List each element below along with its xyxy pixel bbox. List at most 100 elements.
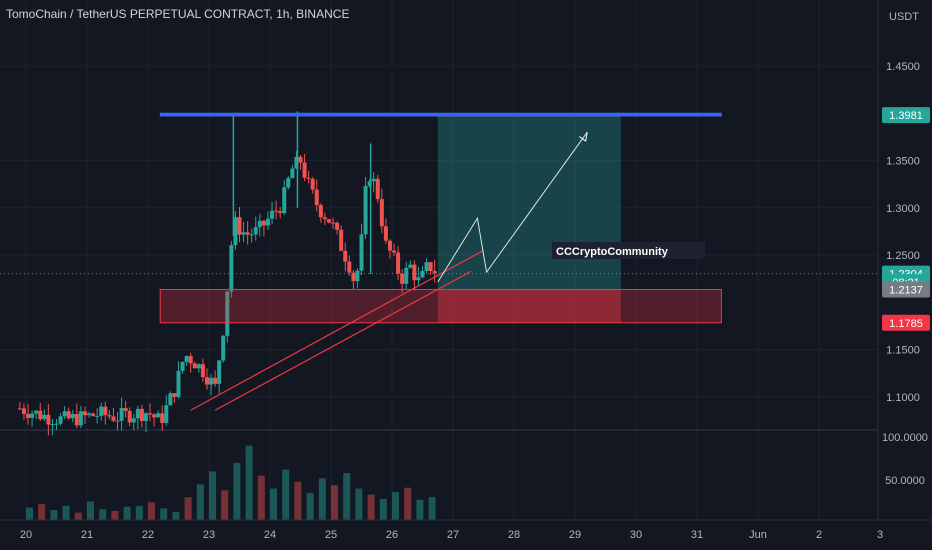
candle-body: [50, 424, 55, 426]
candle-body: [282, 187, 287, 214]
candle-body: [209, 377, 214, 385]
volume-bar: [343, 473, 351, 520]
price-label-entry: 1.2137: [889, 284, 923, 296]
candle-body: [270, 210, 275, 219]
time-axis-tick: 24: [264, 529, 276, 541]
candle-body: [261, 220, 266, 226]
candle-body: [42, 414, 47, 420]
candle-body: [26, 413, 31, 419]
candle-body: [123, 408, 128, 411]
volume-bar: [379, 498, 387, 520]
candle-body: [387, 240, 392, 251]
candle-body: [115, 420, 120, 422]
candle-body: [87, 413, 92, 416]
candle-body: [188, 356, 193, 364]
chart-title: TomoChain / TetherUS PERPETUAL CONTRACT,…: [6, 7, 350, 21]
volume-bar: [331, 485, 338, 520]
candle-body: [241, 232, 246, 235]
price-axis-unit: USDT: [889, 11, 919, 23]
candle-body: [66, 411, 71, 419]
time-axis-tick: 31: [691, 529, 703, 541]
candle-body: [253, 227, 258, 235]
volume-bar: [318, 478, 326, 520]
candle-body: [139, 408, 144, 421]
candle-body: [314, 189, 319, 206]
candle-body: [229, 245, 234, 292]
candle-body: [200, 364, 205, 378]
grid-lines: [0, 0, 881, 520]
volume-bar: [392, 492, 399, 520]
candle-body: [172, 393, 177, 397]
time-axis-tick: 22: [142, 529, 154, 541]
time-axis-tick: 23: [203, 529, 215, 541]
candle-body: [217, 360, 222, 384]
volume-bar: [26, 507, 33, 520]
candle-body: [432, 270, 437, 274]
volume-bar: [294, 481, 302, 520]
price-label-resistance: 1.3981: [889, 110, 923, 122]
volume-bar: [270, 488, 277, 520]
price-axis-tick: 1.2500: [886, 250, 920, 262]
annotation-label-box: [552, 242, 705, 259]
candle-body: [245, 232, 250, 235]
candle-body: [257, 220, 262, 228]
candle-body: [237, 217, 242, 235]
price-label-bg: [882, 281, 930, 298]
candle-body: [160, 413, 165, 423]
candle-body: [375, 178, 380, 200]
candle-body: [74, 414, 79, 426]
volume-pane: [26, 445, 436, 520]
annotation-label: CCCryptoCommunity: [556, 246, 669, 258]
candle-body: [367, 181, 372, 187]
candle-body: [99, 406, 104, 416]
candle-body: [416, 277, 421, 281]
volume-bar: [404, 487, 412, 520]
projection-arrow: [437, 131, 588, 283]
candle-body: [135, 408, 140, 419]
volume-bar: [172, 511, 180, 520]
target-zone: [437, 115, 621, 290]
time-axis-tick: 20: [20, 529, 32, 541]
volume-bar: [367, 494, 375, 520]
candle-body: [347, 261, 352, 273]
candle-body: [326, 219, 331, 223]
candle-body: [355, 270, 360, 282]
candle-body: [58, 416, 63, 424]
candle-body: [392, 250, 397, 253]
time-axis-tick: 27: [447, 529, 459, 541]
volume-bar: [123, 506, 131, 520]
candle-body: [95, 415, 100, 417]
price-axis-tick: 1.1500: [886, 345, 920, 357]
volume-bar: [99, 509, 107, 520]
trend-channel-line: [190, 249, 484, 411]
time-axis-tick: 30: [630, 529, 642, 541]
volume-bar: [87, 501, 94, 520]
volume-bar: [148, 502, 155, 520]
candle-body: [351, 272, 356, 282]
time-axis-tick: 26: [386, 529, 398, 541]
projection-arrowhead: [578, 132, 588, 142]
candle-body: [424, 262, 429, 272]
candle-body: [204, 377, 209, 385]
candle-body: [221, 335, 226, 361]
candle-body: [363, 186, 368, 235]
candle-body: [62, 411, 67, 417]
candle-body: [306, 177, 311, 179]
time-axis-tick: 3: [877, 529, 883, 541]
candle-body: [400, 273, 405, 284]
candle-body: [335, 222, 340, 230]
candle-body: [213, 377, 218, 384]
candle-body: [322, 217, 327, 220]
volume-bar: [196, 484, 204, 520]
demand-zone: [159, 288, 722, 324]
candle-body: [339, 229, 344, 251]
volume-bar: [38, 504, 46, 520]
candle-body: [408, 264, 413, 268]
candle-body: [290, 168, 295, 179]
candle-body: [184, 356, 189, 362]
volume-bar: [221, 490, 229, 520]
candle-body: [70, 414, 75, 419]
